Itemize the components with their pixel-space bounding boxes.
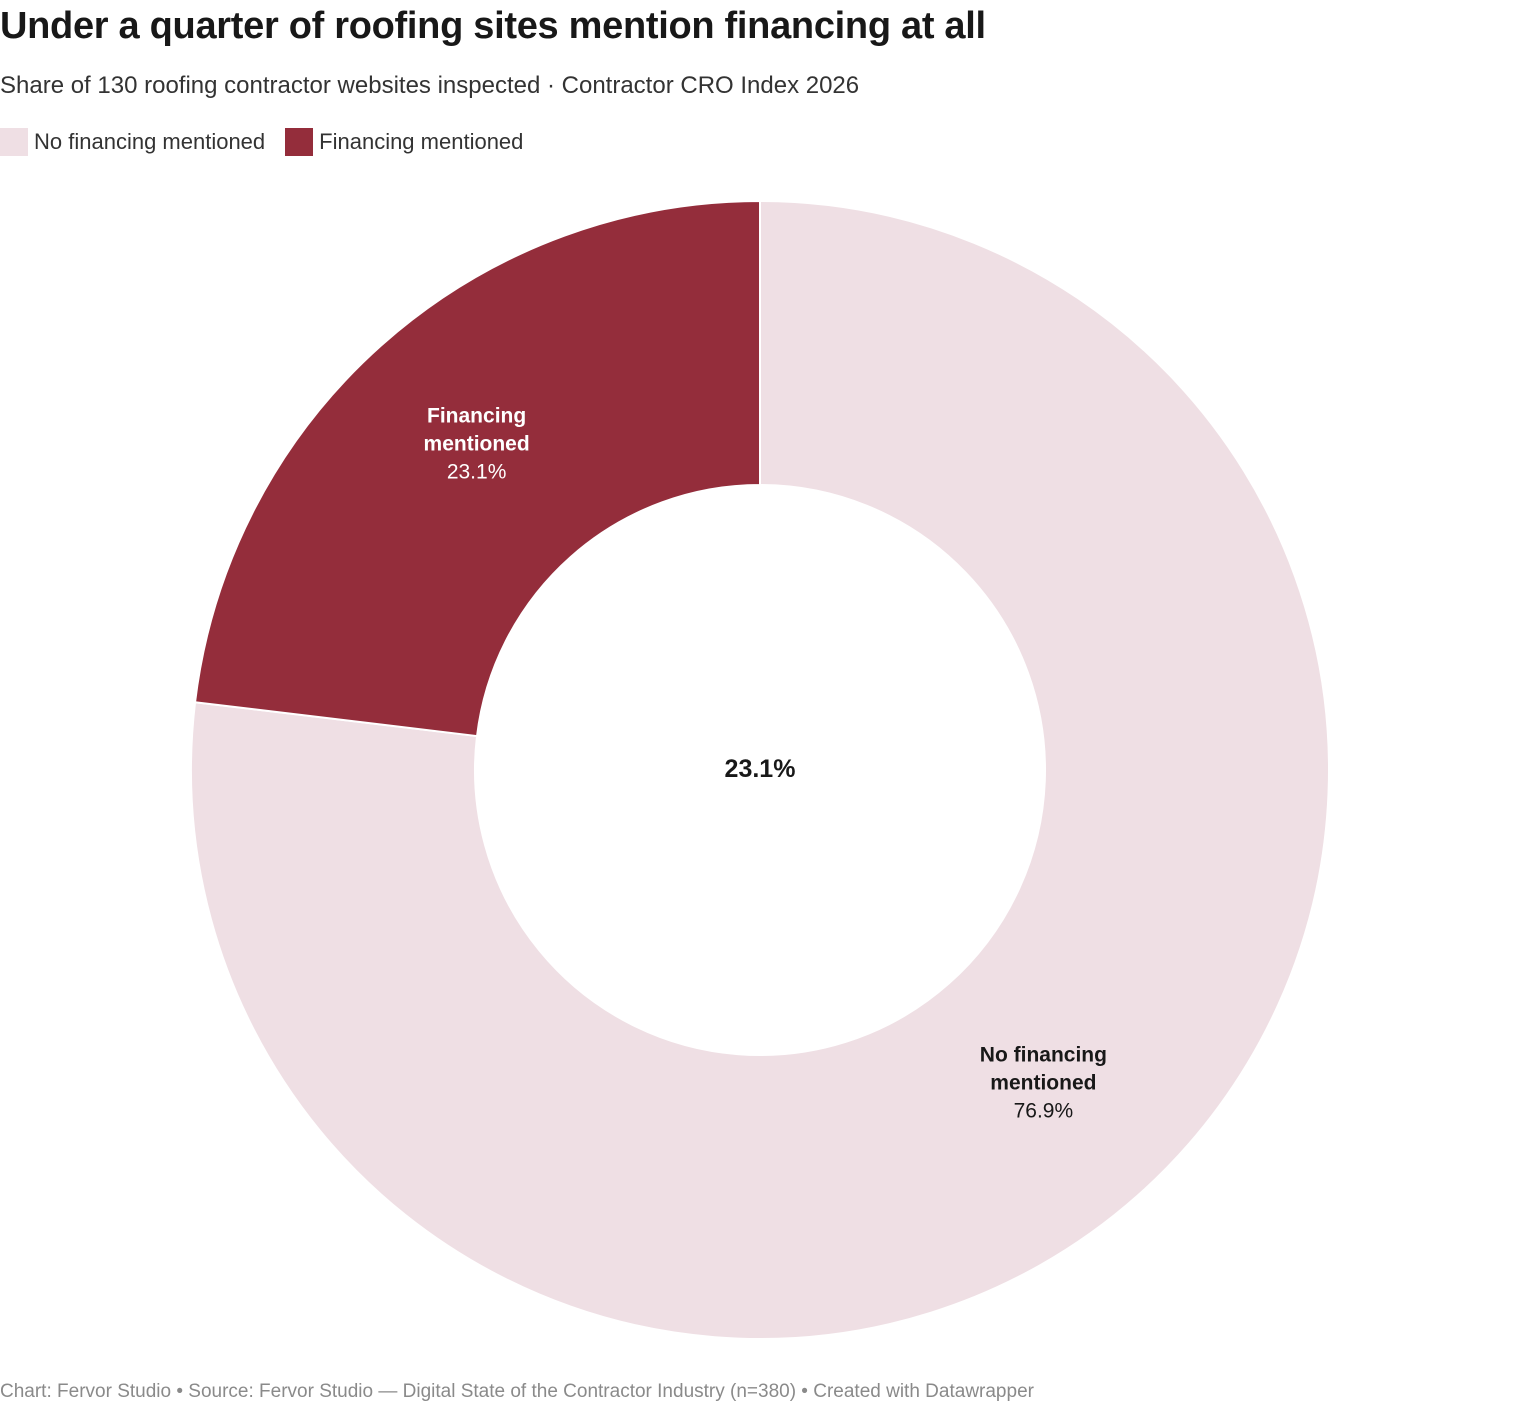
legend-item-no-financing: No financing mentioned (0, 128, 265, 156)
slice-name-label: No financing (980, 1043, 1107, 1066)
slice-label-no-financing: No financing mentioned 76.9% (980, 1043, 1107, 1122)
slice-value-label: 23.1% (447, 461, 507, 484)
chart-subtitle: Share of 130 roofing contractor websites… (0, 72, 860, 99)
legend: No financing mentioned Financing mention… (0, 127, 543, 157)
donut-center-label: 23.1% (725, 755, 796, 783)
legend-item-financing: Financing mentioned (285, 128, 523, 156)
slice-name-label: Financing (427, 405, 526, 428)
chart-footer: Chart: Fervor Studio • Source: Fervor St… (0, 1381, 1034, 1402)
slice-name-label: mentioned (990, 1071, 1096, 1094)
legend-swatch-no-financing (0, 128, 28, 156)
slice-name-label: mentioned (424, 433, 530, 456)
labels-layer: No financing mentioned 76.9% Financing menti… (424, 405, 1107, 1123)
slices-layer (190, 199, 1330, 1340)
chart-title: Under a quarter of roofing sites mention… (0, 5, 986, 47)
legend-label-no-financing: No financing mentioned (34, 129, 266, 154)
legend-swatch-financing (285, 128, 314, 156)
donut-slice-no-financing (190, 199, 1330, 1340)
legend-label-financing: Financing mentioned (319, 129, 524, 154)
slice-label-financing: Financing mentioned 23.1% (424, 405, 530, 484)
slice-value-label: 76.9% (1014, 1099, 1074, 1122)
donut-slice-financing (193, 199, 761, 738)
